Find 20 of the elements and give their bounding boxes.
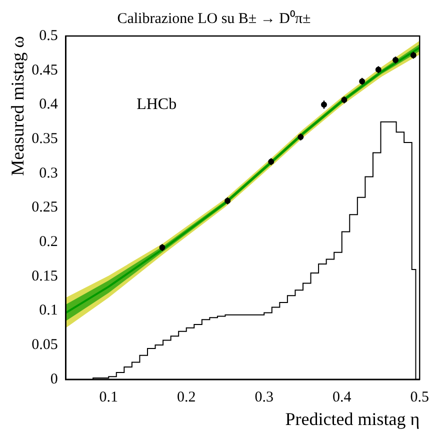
y-tick-label: 0.15 <box>32 268 58 284</box>
chart-title: Calibrazione LO su B± → D⁰π± <box>117 10 311 27</box>
x-axis-title: Predicted mistag η <box>285 408 420 429</box>
y-tick-label: 0.3 <box>39 165 58 182</box>
annotation: LHCb <box>136 96 177 113</box>
x-tick-label: 0.4 <box>332 389 352 406</box>
y-tick-label: 0.35 <box>32 130 58 147</box>
y-tick-label: 0 <box>50 371 58 388</box>
y-tick-label: 0.2 <box>39 234 58 250</box>
y-tick-label: 0.05 <box>32 336 58 353</box>
y-tick-label: 0.5 <box>39 28 58 44</box>
x-tick-label: 0.1 <box>99 389 118 406</box>
x-tick-label: 0.3 <box>254 389 274 406</box>
y-tick-label: 0.4 <box>39 96 58 113</box>
x-tick-label: 0.5 <box>410 389 429 406</box>
y-tick-label: 0.1 <box>39 302 58 319</box>
y-axis-title: Measured mistag ω <box>8 36 28 176</box>
x-tick-label: 0.2 <box>176 389 196 406</box>
y-tick-label: 0.25 <box>32 200 58 216</box>
y-tick-label: 0.45 <box>32 62 58 78</box>
